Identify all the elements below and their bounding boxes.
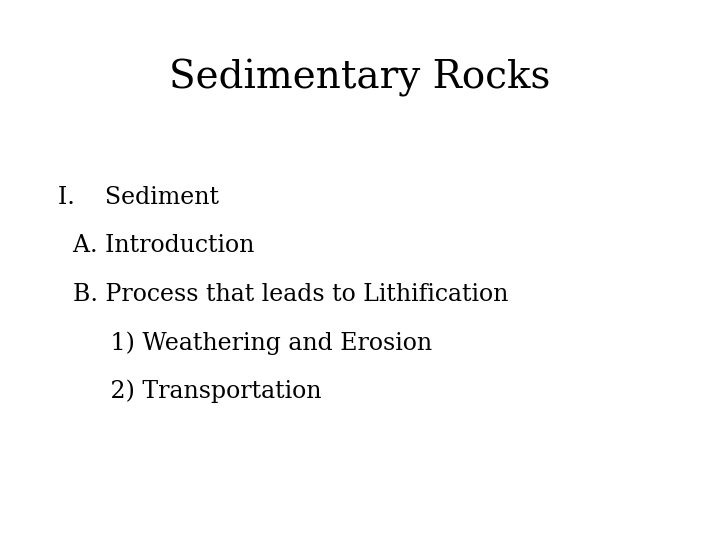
Text: Sedimentary Rocks: Sedimentary Rocks: [169, 59, 551, 97]
Text: I.    Sediment: I. Sediment: [58, 186, 219, 208]
Text: A. Introduction: A. Introduction: [58, 234, 254, 257]
Text: B. Process that leads to Lithification: B. Process that leads to Lithification: [58, 283, 508, 306]
Text: 1) Weathering and Erosion: 1) Weathering and Erosion: [58, 331, 432, 355]
Text: 2) Transportation: 2) Transportation: [58, 380, 321, 403]
